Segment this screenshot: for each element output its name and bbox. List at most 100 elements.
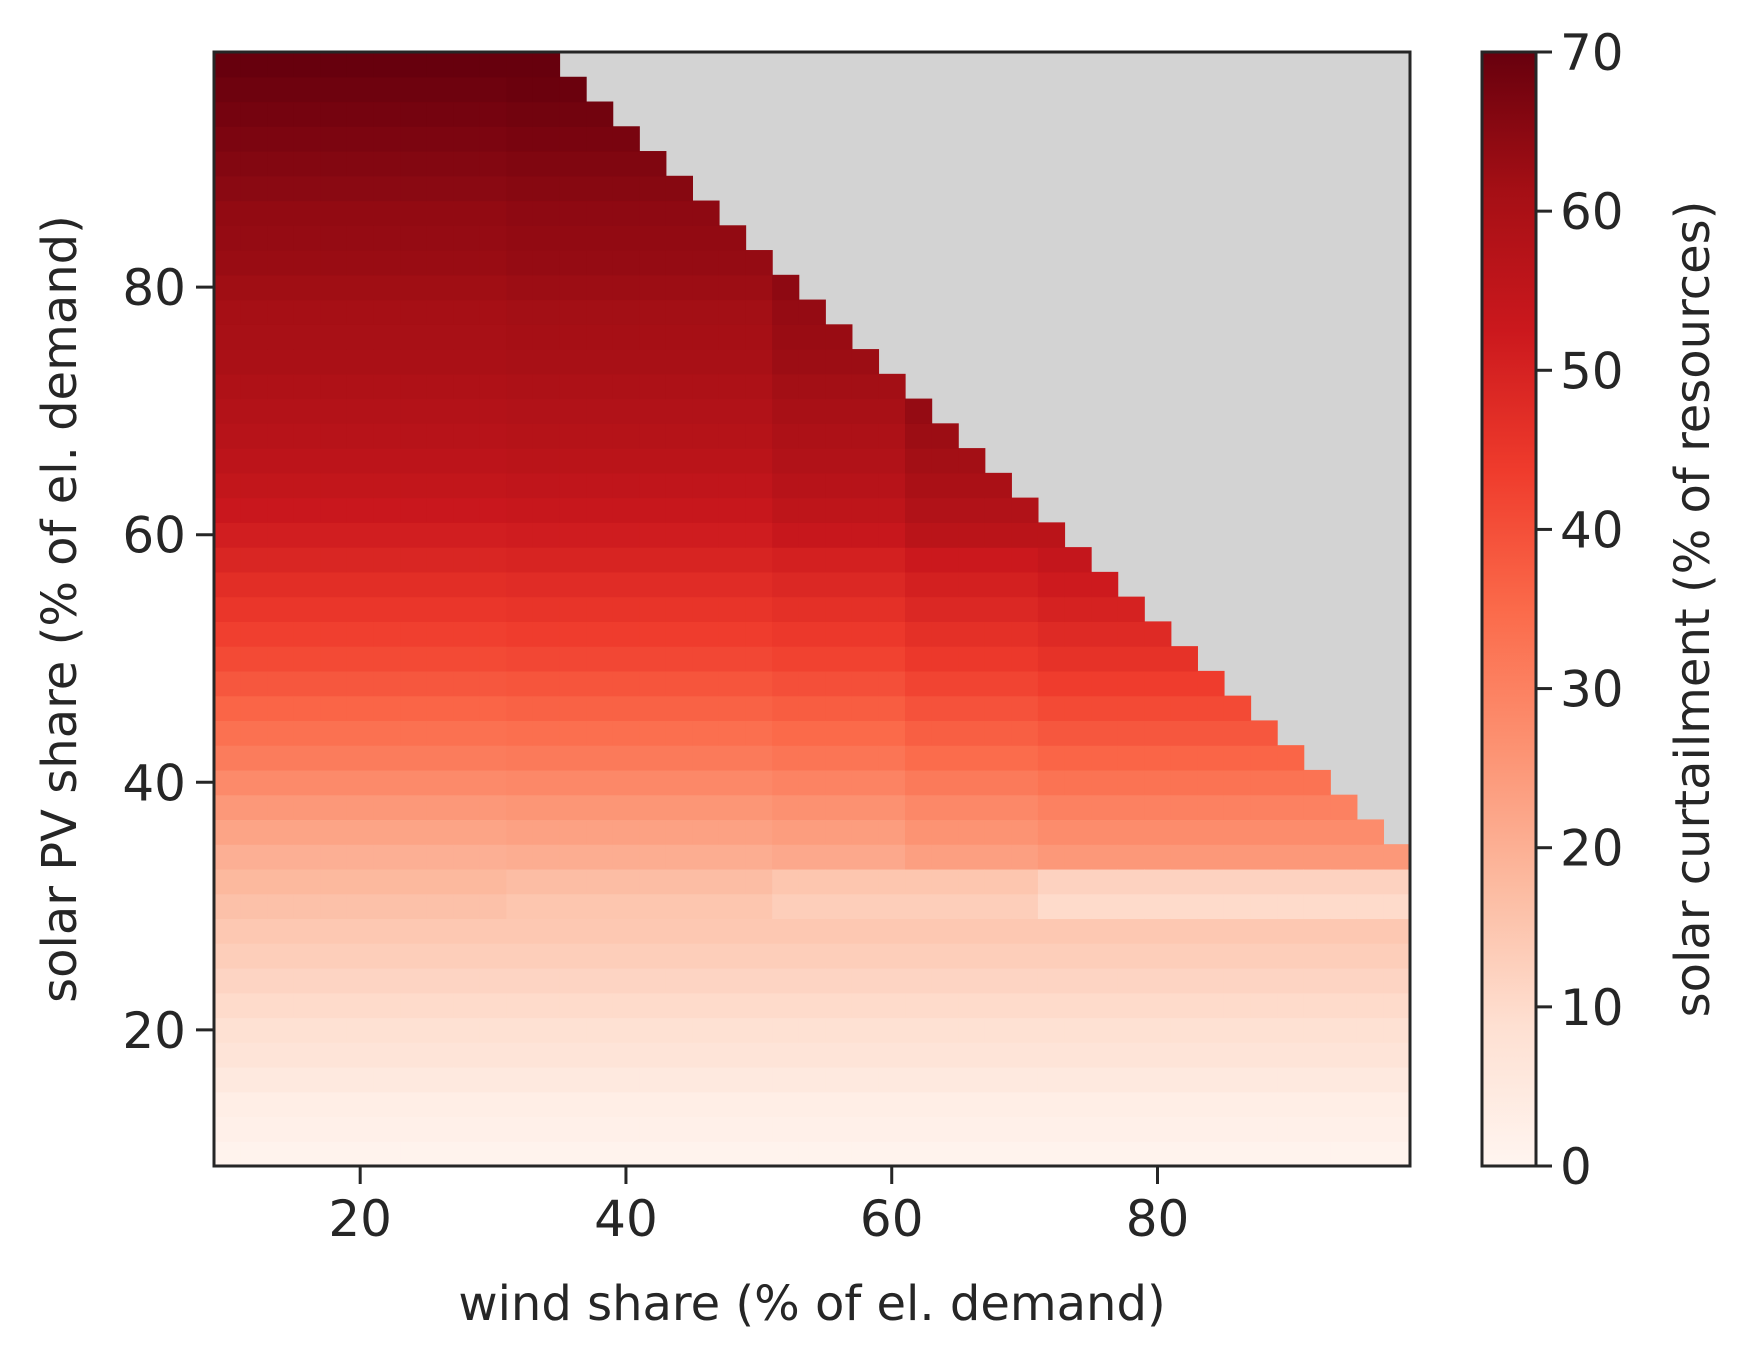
heatmap-cell (1356, 1042, 1385, 1068)
heatmap-cell (293, 76, 321, 103)
heatmap-cell (586, 1017, 614, 1043)
heatmap-cell (1197, 794, 1225, 821)
heatmap-cell (559, 398, 587, 424)
heatmap-cell (267, 819, 295, 845)
heatmap-cell (1037, 943, 1066, 969)
heatmap-cell (532, 126, 561, 152)
heatmap-cell (984, 670, 1012, 697)
heatmap-cell (532, 794, 561, 821)
heatmap-cell (373, 1116, 401, 1142)
heatmap-cell (1011, 918, 1039, 944)
heatmap-cell (1383, 1042, 1411, 1068)
heatmap-cell (718, 373, 747, 400)
heatmap-cell (905, 695, 933, 721)
heatmap-cell (745, 844, 773, 870)
heatmap-cell (1303, 1017, 1331, 1043)
heatmap-cell (798, 646, 826, 672)
heatmap-cell (772, 448, 800, 474)
heatmap-cell (346, 472, 375, 499)
heatmap-cell (745, 967, 773, 994)
heatmap-cell (1223, 1116, 1252, 1142)
heatmap-cell (214, 571, 242, 598)
heatmap-cell (905, 967, 933, 994)
heatmap-cell (639, 967, 667, 994)
heatmap-cell (772, 1017, 800, 1043)
heatmap-cell (1197, 769, 1225, 796)
heatmap-cell (400, 646, 428, 672)
heatmap-cell (506, 1066, 534, 1093)
heatmap-cell (267, 522, 295, 548)
heatmap-cell (798, 1116, 826, 1142)
heatmap-cell (532, 349, 561, 375)
heatmap-cell (639, 868, 667, 895)
heatmap-cell (400, 695, 428, 721)
heatmap-cell (267, 670, 295, 697)
heatmap-cell (772, 571, 800, 598)
heatmap-cell (1117, 596, 1145, 622)
heatmap-cell (559, 200, 587, 226)
heatmap-cell (400, 299, 428, 325)
heatmap-cell (772, 646, 800, 672)
heatmap-cell (612, 819, 640, 845)
heatmap-cell (665, 670, 693, 697)
heatmap-cell (373, 1141, 401, 1167)
heatmap-cell (878, 893, 906, 920)
heatmap-cell (958, 547, 986, 573)
heatmap-cell (453, 893, 481, 920)
y-tick-label: 20 (122, 1002, 186, 1060)
heatmap-cell (718, 1017, 747, 1043)
heatmap-cell (1144, 720, 1172, 746)
heatmap-cell (214, 1116, 242, 1142)
heatmap-cell (905, 1141, 933, 1167)
heatmap-cell (479, 472, 507, 499)
heatmap-cell (373, 299, 401, 325)
heatmap-cell (1064, 819, 1092, 845)
heatmap-cell (1144, 1042, 1172, 1068)
heatmap-cell (665, 596, 693, 622)
heatmap-cell (798, 992, 826, 1019)
heatmap-cell (692, 423, 720, 449)
heatmap-cell (878, 1017, 906, 1043)
heatmap-cell (1064, 547, 1092, 573)
heatmap-cell (373, 101, 401, 127)
heatmap-cell (984, 621, 1012, 647)
heatmap-cell (1037, 745, 1066, 771)
heatmap-cell (373, 373, 401, 400)
heatmap-cell (772, 596, 800, 622)
heatmap-cell (506, 745, 534, 771)
heatmap-cell (851, 497, 880, 523)
heatmap-cell (984, 497, 1012, 523)
heatmap-cell (1303, 1141, 1331, 1167)
heatmap-cell (293, 769, 321, 796)
heatmap-cell (718, 398, 747, 424)
heatmap-cell (958, 646, 986, 672)
colorbar-tick-label: 70 (1560, 24, 1624, 82)
heatmap-cell (426, 547, 454, 573)
heatmap-cell (851, 967, 880, 994)
heatmap-cell (346, 819, 375, 845)
heatmap-cell (346, 349, 375, 375)
heatmap-cell (665, 349, 693, 375)
heatmap-cell (931, 794, 959, 821)
heatmap-cell (905, 547, 933, 573)
heatmap-cell (506, 274, 534, 301)
heatmap-cell (1277, 918, 1305, 944)
heatmap-cell (745, 1116, 773, 1142)
heatmap-cell (1091, 621, 1119, 647)
heatmap-cell (665, 918, 693, 944)
heatmap-cell (426, 373, 454, 400)
heatmap-cell (426, 695, 454, 721)
heatmap-cell (825, 547, 853, 573)
heatmap-cell (293, 992, 321, 1019)
heatmap-cell (214, 101, 242, 127)
heatmap-cell (984, 596, 1012, 622)
heatmap-cell (692, 250, 720, 276)
heatmap-cell (798, 1042, 826, 1068)
heatmap-cell (479, 76, 507, 103)
heatmap-cell (984, 1091, 1012, 1118)
heatmap-cell (214, 76, 242, 103)
heatmap-cell (453, 695, 481, 721)
heatmap-cell (931, 893, 959, 920)
heatmap-cell (479, 225, 507, 251)
heatmap-cell (346, 324, 375, 350)
